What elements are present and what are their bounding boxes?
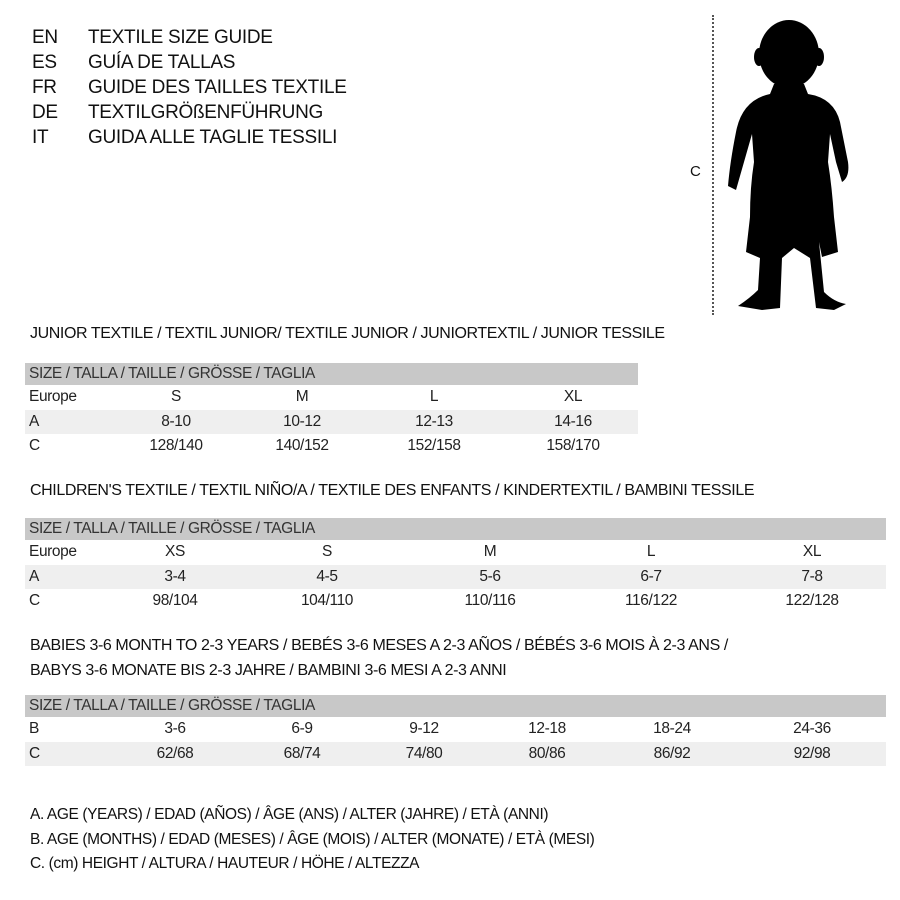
table-cell: L <box>429 388 439 405</box>
table-cell: 24-36 <box>793 720 831 737</box>
junior-size-table: SIZE / TALLA / TAILLE / GRÖSSE / TAGLIA … <box>25 363 638 459</box>
table-cell: 14-16 <box>554 412 592 430</box>
row-label: Europe <box>29 388 77 405</box>
guide-title-fr: GUIDE DES TAILLES TEXTILE <box>88 77 347 98</box>
table-cell: 5-6 <box>479 567 501 585</box>
table-header: SIZE / TALLA / TAILLE / GRÖSSE / TAGLIA <box>29 365 315 382</box>
table-header-row: SIZE / TALLA / TAILLE / GRÖSSE / TAGLIA <box>25 518 886 540</box>
table-cell: S <box>171 388 181 405</box>
table-cell: 9-12 <box>409 720 439 737</box>
table-row: Europe XS S M L XL <box>25 540 886 565</box>
legend-item-c: C. (cm) HEIGHT / ALTURA / HAUTEUR / HÖHE… <box>30 855 420 872</box>
lang-code-es: ES <box>32 52 57 73</box>
row-label: B <box>29 720 39 737</box>
table-cell: 110/116 <box>464 592 516 609</box>
legend-item-b: B. AGE (MONTHS) / EDAD (MESES) / ÂGE (MO… <box>30 831 595 848</box>
table-cell: XL <box>563 388 583 405</box>
babies-size-table: SIZE / TALLA / TAILLE / GRÖSSE / TAGLIA … <box>25 695 886 766</box>
table-row: B 3-6 6-9 9-12 12-18 18-24 24-36 <box>25 717 886 742</box>
table-cell: 18-24 <box>653 720 691 737</box>
row-label: A <box>29 567 39 585</box>
table-cell: 98/104 <box>152 592 198 609</box>
guide-title-en: TEXTILE SIZE GUIDE <box>88 27 273 48</box>
lang-code-it: IT <box>32 127 49 148</box>
table-cell: S <box>322 543 332 560</box>
table-cell: 7-8 <box>801 567 823 585</box>
guide-title-it: GUIDA ALLE TAGLIE TESSILI <box>88 127 338 148</box>
table-header: SIZE / TALLA / TAILLE / GRÖSSE / TAGLIA <box>29 520 315 537</box>
height-measure-label: C <box>690 163 701 180</box>
table-cell: 6-9 <box>291 720 313 737</box>
table-cell: 116/122 <box>624 592 678 609</box>
guide-title-es: GUÍA DE TALLAS <box>88 52 236 73</box>
table-cell: 12-18 <box>528 720 566 737</box>
table-cell: 158/170 <box>546 437 600 454</box>
table-header-row: SIZE / TALLA / TAILLE / GRÖSSE / TAGLIA <box>25 363 638 385</box>
table-row: Europe S M L XL <box>25 385 638 410</box>
table-cell: 128/140 <box>149 437 203 454</box>
table-cell: XS <box>165 543 185 560</box>
table-row: C 62/68 68/74 74/80 80/86 86/92 92/98 <box>25 741 886 766</box>
lang-code-en: EN <box>32 27 58 48</box>
table-row: C 128/140 140/152 152/158 158/170 <box>25 434 638 459</box>
table-row: A 3-4 4-5 5-6 6-7 7-8 <box>25 564 886 589</box>
table-cell: 122/128 <box>785 592 839 609</box>
table-cell: 140/152 <box>275 437 329 454</box>
table-cell: 104/110 <box>300 592 354 609</box>
table-cell: L <box>646 543 656 560</box>
row-label: C <box>29 744 40 762</box>
table-cell: 3-4 <box>164 567 186 585</box>
table-cell: 80/86 <box>528 744 566 762</box>
table-cell: 62/68 <box>156 744 194 762</box>
legend-item-a: A. AGE (YEARS) / EDAD (AÑOS) / ÂGE (ANS)… <box>30 806 549 823</box>
height-measure-line <box>712 15 714 315</box>
children-section-title: CHILDREN'S TEXTILE / TEXTIL NIÑO/A / TEX… <box>30 482 755 499</box>
row-label: C <box>29 592 40 609</box>
table-cell: 12-13 <box>415 412 453 430</box>
babies-section-title-line1: BABIES 3-6 MONTH TO 2-3 YEARS / BEBÉS 3-… <box>30 637 728 654</box>
table-cell: 6-7 <box>640 567 662 585</box>
lang-code-de: DE <box>32 102 58 123</box>
table-header: SIZE / TALLA / TAILLE / GRÖSSE / TAGLIA <box>29 697 315 714</box>
row-label: A <box>29 412 39 430</box>
table-row: A 8-10 10-12 12-13 14-16 <box>25 409 638 434</box>
babies-section-title-line2: BABYS 3-6 MONATE BIS 2-3 JAHRE / BAMBINI… <box>30 662 507 679</box>
table-cell: M <box>295 388 309 405</box>
table-cell: 10-12 <box>283 412 321 430</box>
table-cell: 8-10 <box>161 412 191 430</box>
table-row: C 98/104 104/110 110/116 116/122 122/128 <box>25 589 886 614</box>
table-cell: 86/92 <box>653 744 691 762</box>
table-cell: 74/80 <box>405 744 443 762</box>
table-cell: 152/158 <box>407 437 461 454</box>
children-size-table: SIZE / TALLA / TAILLE / GRÖSSE / TAGLIA … <box>25 518 886 614</box>
row-label: C <box>29 437 40 454</box>
lang-code-fr: FR <box>32 77 57 98</box>
row-label: Europe <box>29 543 77 560</box>
table-cell: 92/98 <box>793 744 831 762</box>
child-silhouette-icon <box>728 20 849 310</box>
table-cell: 4-5 <box>316 567 338 585</box>
junior-section-title: JUNIOR TEXTILE / TEXTIL JUNIOR/ TEXTILE … <box>30 325 665 342</box>
table-cell: 3-6 <box>164 720 186 737</box>
guide-title-de: TEXTILGRÖßENFÜHRUNG <box>88 102 323 123</box>
table-cell: XL <box>802 543 822 560</box>
table-cell: M <box>483 543 497 560</box>
table-cell: 68/74 <box>283 744 321 762</box>
table-header-row: SIZE / TALLA / TAILLE / GRÖSSE / TAGLIA <box>25 695 886 717</box>
